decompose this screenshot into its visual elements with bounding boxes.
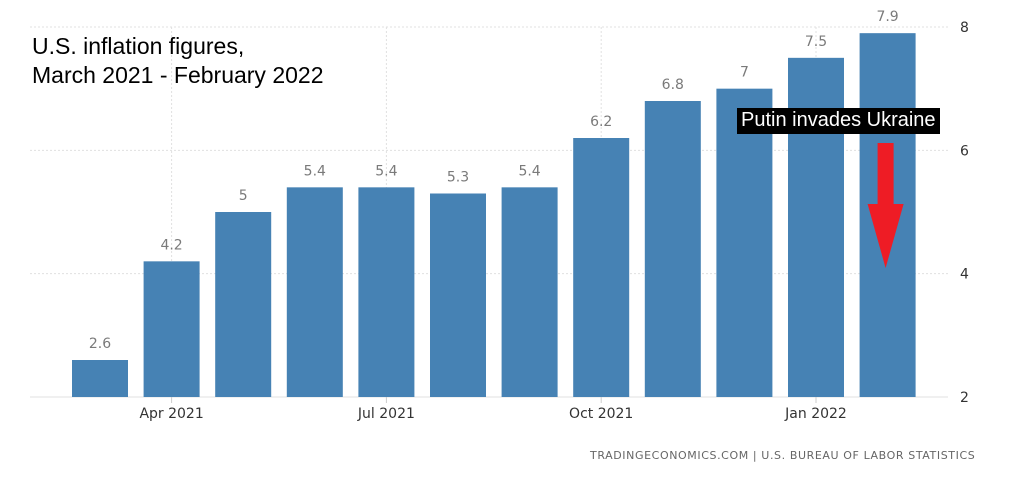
bar (573, 138, 630, 397)
bar-value-label: 7.9 (876, 9, 898, 25)
bar-value-label: 6.8 (662, 77, 684, 93)
bar-value-label: 7.5 (805, 34, 827, 50)
y-tick-label: 6 (960, 143, 969, 159)
y-tick-label: 2 (960, 390, 969, 406)
bar-value-label: 7 (740, 65, 749, 81)
bars (72, 33, 916, 398)
chart-title-line2: March 2021 - February 2022 (32, 62, 324, 88)
x-tick-label: Jul 2021 (357, 406, 415, 422)
bar-value-label: 5.4 (304, 163, 326, 179)
bar-value-label: 5.3 (447, 170, 469, 186)
bar (501, 187, 558, 397)
bar-value-label: 2.6 (89, 336, 111, 352)
bar (143, 261, 200, 397)
bar-value-label: 5 (239, 188, 248, 204)
source-credit: TRADINGECONOMICS.COM | U.S. BUREAU OF LA… (590, 449, 976, 462)
value-labels: 2.6 4.2 5 5.4 5.4 5.3 5.4 6.2 6.8 7 7.5 7.9 (89, 9, 899, 352)
bar (358, 187, 415, 397)
bar (286, 187, 343, 397)
chart-title-line1: U.S. inflation figures, (32, 33, 245, 59)
x-tick-label: Jan 2022 (784, 406, 847, 422)
bar-value-label: 5.4 (518, 163, 540, 179)
x-tick-label: Apr 2021 (139, 406, 203, 422)
bar (716, 88, 773, 398)
down-arrow-icon (867, 143, 904, 268)
y-axis: 2 4 6 8 (960, 20, 969, 406)
bar (72, 360, 128, 397)
x-axis: Apr 2021 Jul 2021 Oct 2021 Jan 2022 (139, 406, 846, 422)
bar-value-label: 6.2 (590, 114, 612, 130)
y-tick-label: 4 (960, 267, 969, 283)
x-tick-label: Oct 2021 (569, 406, 633, 422)
annotation-arrow (867, 143, 904, 268)
y-tick-label: 8 (960, 20, 969, 36)
bar-value-label: 4.2 (160, 237, 182, 253)
annotation-label: Putin invades Ukraine (737, 108, 940, 134)
bar-value-label: 5.4 (375, 163, 397, 179)
bar (644, 101, 701, 397)
bar (215, 212, 272, 397)
bar (430, 193, 486, 397)
